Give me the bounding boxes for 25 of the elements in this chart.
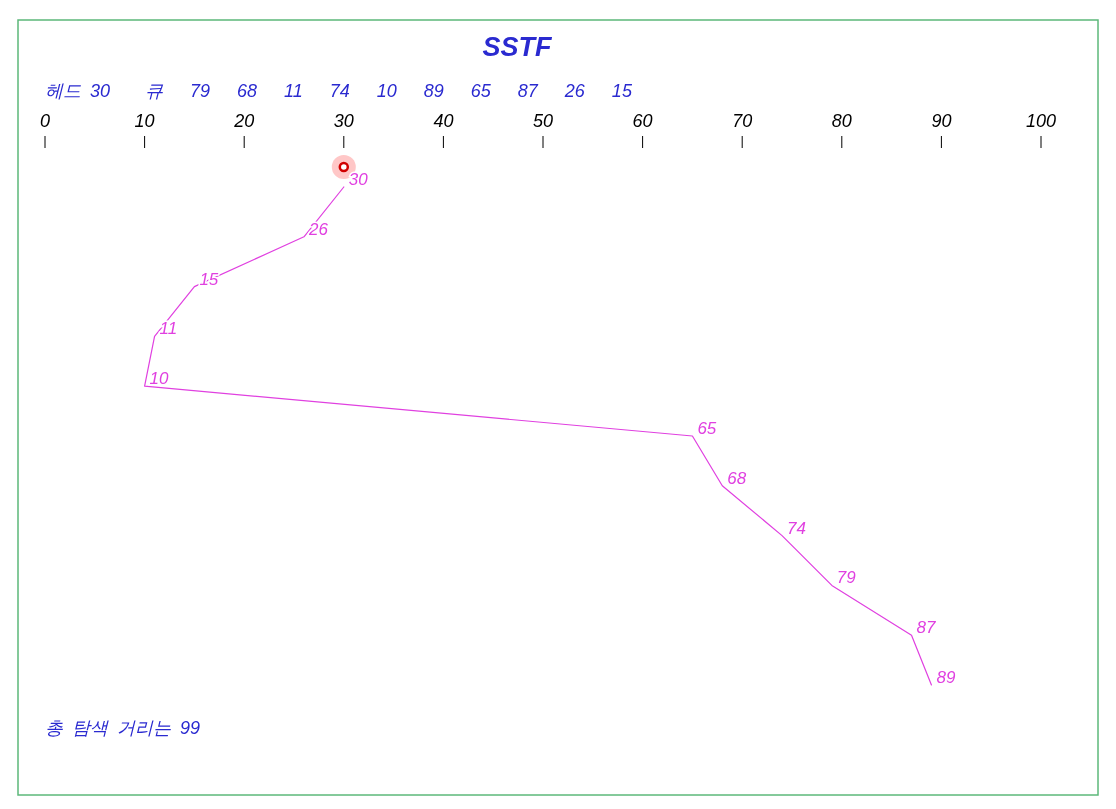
data-label: 26 [307, 219, 329, 239]
x-tick-label: 50 [532, 111, 554, 131]
text: 총 탐색 거리는 99 [45, 718, 201, 738]
x-tick-label: 70 [732, 111, 753, 131]
x-tick-label: 60 [632, 111, 653, 131]
x-tick-label: 10 [134, 111, 155, 131]
text: 큐 79 68 11 74 10 89 65 87 26 15 [145, 81, 633, 101]
x-tick-label: 0 [39, 111, 51, 131]
data-label: 30 [348, 170, 369, 189]
data-label: 10 [149, 369, 170, 389]
data-label: 68 [727, 468, 747, 488]
x-tick-label: 30 [333, 111, 354, 131]
x-tick-label: 40 [433, 111, 454, 131]
data-label: 11 [159, 319, 178, 339]
data-label: 87 [916, 618, 936, 638]
x-tick-label: 20 [233, 111, 255, 131]
data-label: 65 [697, 419, 717, 438]
data-label: 74 [787, 518, 806, 538]
data-label: 79 [836, 568, 857, 588]
chart-title: SSTF [482, 32, 553, 62]
data-label: 89 [936, 668, 956, 687]
x-tick-label: 100 [1025, 111, 1057, 131]
x-tick-label: 90 [931, 111, 952, 131]
x-tick-label: 80 [831, 111, 852, 131]
text: 헤드 30 [45, 81, 111, 101]
